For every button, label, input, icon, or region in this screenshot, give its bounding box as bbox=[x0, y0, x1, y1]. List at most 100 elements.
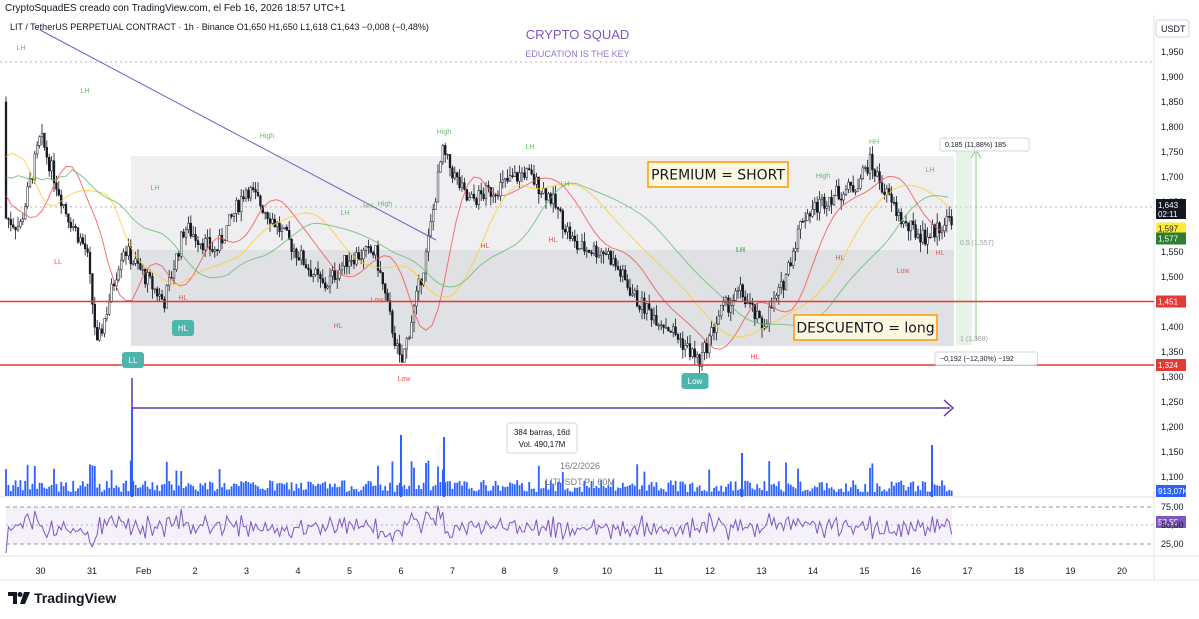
price-tag-1324 bbox=[1156, 359, 1186, 371]
candle-body bbox=[758, 310, 761, 319]
candle-body bbox=[828, 197, 831, 207]
volume-bar bbox=[809, 491, 811, 496]
volume-bar bbox=[715, 486, 718, 496]
candle-body bbox=[712, 327, 716, 333]
measure-range bbox=[956, 145, 972, 345]
range-top-label bbox=[939, 137, 1030, 152]
volume-bar bbox=[355, 489, 358, 496]
volume-bar bbox=[307, 481, 310, 496]
candle-body bbox=[804, 220, 807, 222]
volume-bar bbox=[43, 487, 46, 496]
candle-body bbox=[540, 192, 543, 195]
volume-bar bbox=[861, 491, 864, 496]
candle-body bbox=[427, 235, 430, 253]
volume-bar bbox=[463, 481, 466, 496]
volume-bar bbox=[45, 488, 48, 496]
price-tick-label: 1,850 bbox=[1161, 97, 1184, 107]
volume-bar bbox=[595, 485, 598, 496]
price-tick-label: 1,100 bbox=[1161, 472, 1184, 482]
candle-body bbox=[189, 222, 192, 237]
candle-body bbox=[256, 191, 260, 197]
volume-bar bbox=[331, 486, 334, 496]
volume-bar bbox=[648, 484, 651, 496]
candle-body bbox=[199, 243, 202, 245]
candle-body bbox=[417, 278, 420, 292]
candle-body bbox=[640, 297, 644, 310]
volume-bar bbox=[585, 485, 588, 496]
fib-mid-label: 0.5 (1,557) bbox=[960, 240, 994, 247]
volume-bar bbox=[168, 481, 171, 496]
price-tag-1643-timer: 02:11 bbox=[1158, 210, 1178, 219]
volume-bar bbox=[624, 486, 627, 496]
candle-body bbox=[837, 185, 840, 200]
price-tick-label: 1,300 bbox=[1161, 372, 1184, 382]
volume-bar bbox=[221, 487, 223, 496]
volume-bar bbox=[432, 486, 435, 496]
volume-bar bbox=[638, 489, 641, 496]
candle-body bbox=[597, 254, 600, 258]
candle-body bbox=[300, 250, 303, 261]
tradingview-logo[interactable]: TradingView bbox=[8, 590, 116, 606]
candle-body bbox=[684, 345, 687, 350]
measure-bars-text: 384 barras, 16d bbox=[514, 428, 570, 437]
volume-bar bbox=[825, 483, 828, 496]
volume-bar bbox=[617, 487, 619, 496]
volume-bar bbox=[113, 488, 115, 496]
candle-body bbox=[729, 304, 732, 313]
volume-bar bbox=[660, 488, 663, 496]
candle-body bbox=[316, 268, 320, 275]
volume-bar bbox=[821, 482, 823, 496]
price-tick-label: 1,400 bbox=[1161, 322, 1184, 332]
structure-label-low: Low bbox=[897, 268, 911, 275]
volume-bar bbox=[386, 490, 389, 496]
candle-body bbox=[79, 237, 82, 243]
volume-bar bbox=[91, 465, 94, 496]
candle-body bbox=[211, 249, 214, 252]
candle-body bbox=[919, 233, 922, 243]
volume-bar bbox=[182, 488, 185, 496]
volume-bar bbox=[24, 480, 27, 496]
volume-bar bbox=[125, 480, 127, 496]
volume-bar bbox=[516, 480, 519, 496]
candle-body bbox=[696, 354, 699, 358]
ma-yellow bbox=[5, 152, 949, 338]
candle-body bbox=[912, 220, 915, 225]
candle-body bbox=[897, 211, 900, 217]
volume-bar bbox=[141, 484, 144, 496]
structure-label-high: High bbox=[816, 173, 831, 180]
candle-body bbox=[921, 229, 924, 243]
candle-body bbox=[446, 154, 449, 156]
volume-bar bbox=[612, 480, 615, 496]
volume-bar bbox=[242, 482, 245, 496]
volume-bar bbox=[57, 491, 60, 496]
candle-body bbox=[307, 267, 310, 270]
price-tag-1577-label: 1,577 bbox=[1158, 235, 1179, 244]
volume-bar bbox=[619, 488, 622, 496]
candle-body bbox=[499, 182, 502, 197]
volume-bar bbox=[871, 463, 874, 496]
volume-bar bbox=[828, 488, 831, 496]
volume-bar bbox=[554, 491, 557, 496]
candle-body bbox=[321, 278, 324, 283]
volume-bar bbox=[501, 486, 504, 496]
candle-body bbox=[398, 343, 401, 355]
candle-body bbox=[43, 132, 46, 148]
symbol-legend[interactable]: LIT / TetherUS PERPETUAL CONTRACT · 1h ·… bbox=[10, 22, 429, 32]
candle-body bbox=[112, 283, 116, 287]
volume-bar bbox=[213, 490, 216, 496]
candle-body bbox=[9, 219, 12, 226]
volume-bar bbox=[857, 488, 859, 496]
volume-bar bbox=[912, 481, 915, 496]
candle-body bbox=[340, 265, 344, 271]
volume-bar bbox=[777, 481, 780, 496]
volume-bar bbox=[600, 480, 603, 496]
candle-body bbox=[67, 213, 70, 223]
candle-body bbox=[849, 181, 852, 186]
volume-bar bbox=[336, 487, 339, 496]
volume-bar bbox=[737, 490, 739, 496]
badge-low-text: Low bbox=[688, 377, 703, 386]
volume-bar bbox=[271, 481, 274, 496]
candle-body bbox=[228, 214, 231, 226]
volume-bar bbox=[773, 483, 775, 496]
